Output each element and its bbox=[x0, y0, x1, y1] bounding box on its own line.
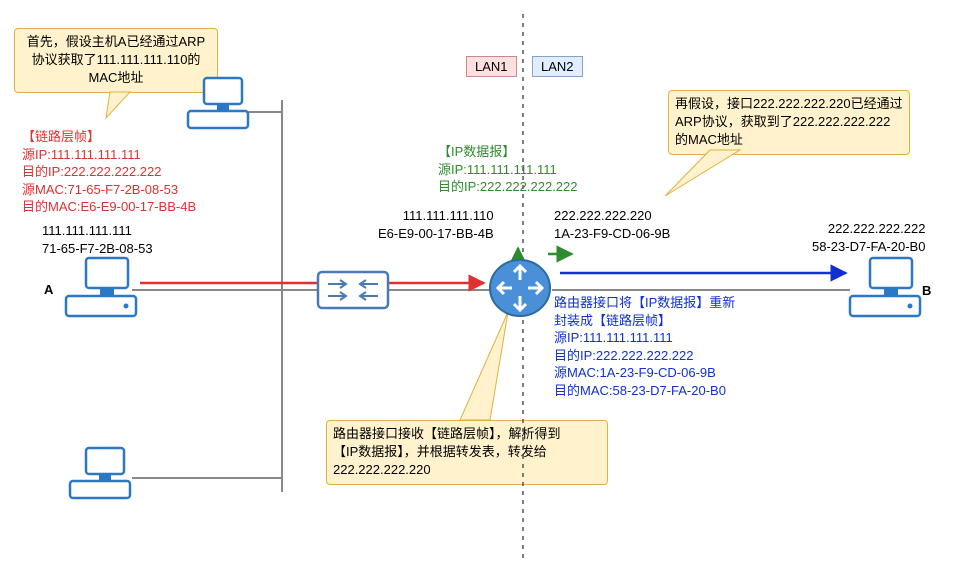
host-b-mac: 58-23-D7-FA-20-B0 bbox=[812, 238, 925, 256]
ip-datagram-title: 【IP数据报】 bbox=[438, 143, 578, 161]
frame-blue-block: 路由器接口将【IP数据报】重新 封装成【链路层帧】 源IP:111.111.11… bbox=[554, 294, 735, 399]
callout-router-forward: 路由器接口接收【链路层帧】，解析得到 【IP数据报】，并根据转发表，转发给 22… bbox=[326, 420, 608, 485]
host-a-ip: 111.111.111.111 bbox=[42, 222, 153, 240]
callout-router-forward-l3: 222.222.222.220 bbox=[333, 461, 601, 479]
lan1-label: LAN1 bbox=[475, 59, 508, 74]
callout-router-forward-l2: 【IP数据报】，并根据转发表，转发给 bbox=[333, 443, 601, 461]
ip-datagram-dstip: 目的IP:222.222.222.222 bbox=[438, 178, 578, 196]
lan1-pc-bottom-icon bbox=[70, 448, 130, 498]
host-a-addr: 111.111.111.111 71-65-F7-2B-08-53 bbox=[42, 222, 153, 257]
frame-red-srcmac: 源MAC:71-65-F7-2B-08-53 bbox=[22, 181, 196, 199]
lan2-label: LAN2 bbox=[541, 59, 574, 74]
host-b-letter-text: B bbox=[922, 283, 931, 298]
callout-bottom-tail bbox=[460, 312, 508, 420]
host-a-icon bbox=[66, 258, 136, 316]
callout-router-forward-l1: 路由器接口接收【链路层帧】，解析得到 bbox=[333, 425, 601, 443]
host-b-icon bbox=[850, 258, 920, 316]
host-a-mac: 71-65-F7-2B-08-53 bbox=[42, 240, 153, 258]
lan2-badge: LAN2 bbox=[532, 56, 583, 77]
callout-router-right-arp-text: 再假设，接口222.222.222.220已经通过ARP协议，获取到了222.2… bbox=[675, 96, 903, 147]
frame-blue-dstmac: 目的MAC:58-23-D7-FA-20-B0 bbox=[554, 382, 735, 400]
frame-red-dstip: 目的IP:222.222.222.222 bbox=[22, 163, 196, 181]
lan1-badge: LAN1 bbox=[466, 56, 517, 77]
router-left-mac: E6-E9-00-17-BB-4B bbox=[378, 225, 494, 243]
frame-red-block: 【链路层帧】 源IP:111.111.111.111 目的IP:222.222.… bbox=[22, 128, 196, 216]
frame-blue-l2: 封装成【链路层帧】 bbox=[554, 312, 735, 330]
router-right-ip: 222.222.222.220 bbox=[554, 207, 670, 225]
frame-blue-l1: 路由器接口将【IP数据报】重新 bbox=[554, 294, 735, 312]
router-right-mac: 1A-23-F9-CD-06-9B bbox=[554, 225, 670, 243]
router-left-addr: 111.111.111.110 E6-E9-00-17-BB-4B bbox=[378, 207, 494, 242]
frame-blue-srcip: 源IP:111.111.111.111 bbox=[554, 329, 735, 347]
ip-datagram-block: 【IP数据报】 源IP:111.111.111.111 目的IP:222.222… bbox=[438, 143, 578, 196]
frame-red-title: 【链路层帧】 bbox=[22, 128, 196, 146]
ip-datagram-srcip: 源IP:111.111.111.111 bbox=[438, 161, 578, 179]
callout-host-a-arp: 首先，假设主机A已经通过ARP协议获取了111.111.111.110的MAC地… bbox=[14, 28, 218, 93]
frame-red-srcip: 源IP:111.111.111.111 bbox=[22, 146, 196, 164]
callout-host-a-arp-text: 首先，假设主机A已经通过ARP协议获取了111.111.111.110的MAC地… bbox=[27, 34, 205, 85]
router-right-addr: 222.222.222.220 1A-23-F9-CD-06-9B bbox=[554, 207, 670, 242]
host-b-addr: 222.222.222.222 58-23-D7-FA-20-B0 bbox=[812, 220, 925, 255]
host-b-letter: B bbox=[922, 283, 931, 298]
host-a-letter-text: A bbox=[44, 282, 53, 297]
router-left-ip: 111.111.111.110 bbox=[378, 207, 494, 225]
switch-icon bbox=[318, 272, 388, 308]
router-icon bbox=[490, 260, 550, 316]
host-b-ip: 222.222.222.222 bbox=[812, 220, 925, 238]
callout-a-tail bbox=[106, 92, 130, 118]
frame-blue-srcmac: 源MAC:1A-23-F9-CD-06-9B bbox=[554, 364, 735, 382]
frame-blue-dstip: 目的IP:222.222.222.222 bbox=[554, 347, 735, 365]
frame-red-dstmac: 目的MAC:E6-E9-00-17-BB-4B bbox=[22, 198, 196, 216]
callout-router-right-arp: 再假设，接口222.222.222.220已经通过ARP协议，获取到了222.2… bbox=[668, 90, 910, 155]
host-a-letter: A bbox=[44, 282, 53, 297]
callout-right-tail bbox=[665, 150, 740, 196]
